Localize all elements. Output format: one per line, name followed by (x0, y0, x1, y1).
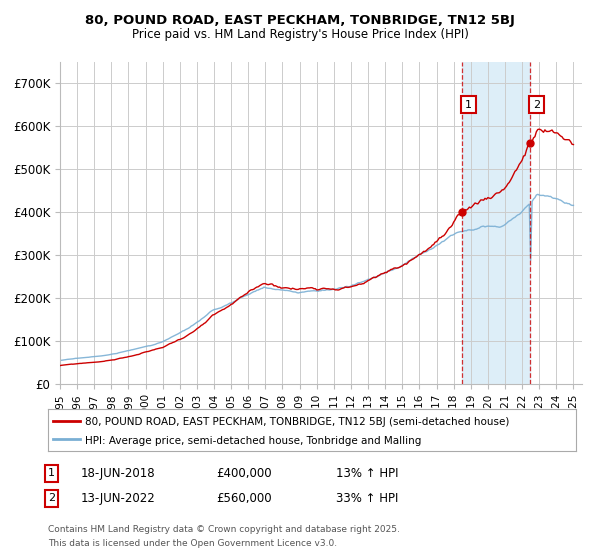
Text: HPI: Average price, semi-detached house, Tonbridge and Malling: HPI: Average price, semi-detached house,… (85, 436, 421, 446)
Text: 33% ↑ HPI: 33% ↑ HPI (336, 492, 398, 505)
Text: Price paid vs. HM Land Registry's House Price Index (HPI): Price paid vs. HM Land Registry's House … (131, 28, 469, 41)
Text: Contains HM Land Registry data © Crown copyright and database right 2025.: Contains HM Land Registry data © Crown c… (48, 525, 400, 534)
Text: 13-JUN-2022: 13-JUN-2022 (81, 492, 156, 505)
Text: 2: 2 (533, 100, 541, 110)
Text: 1: 1 (48, 468, 55, 478)
Text: 18-JUN-2018: 18-JUN-2018 (81, 466, 155, 480)
Bar (461, 62, 530, 384)
Text: 80, POUND ROAD, EAST PECKHAM, TONBRIDGE, TN12 5BJ: 80, POUND ROAD, EAST PECKHAM, TONBRIDGE,… (85, 14, 515, 27)
Text: 2: 2 (48, 493, 55, 503)
Text: 13% ↑ HPI: 13% ↑ HPI (336, 466, 398, 480)
Text: £560,000: £560,000 (216, 492, 272, 505)
Text: £400,000: £400,000 (216, 466, 272, 480)
Text: This data is licensed under the Open Government Licence v3.0.: This data is licensed under the Open Gov… (48, 539, 337, 548)
Text: 1: 1 (465, 100, 472, 110)
Text: 80, POUND ROAD, EAST PECKHAM, TONBRIDGE, TN12 5BJ (semi-detached house): 80, POUND ROAD, EAST PECKHAM, TONBRIDGE,… (85, 417, 509, 427)
